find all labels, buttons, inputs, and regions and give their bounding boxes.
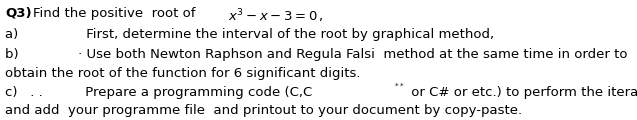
Text: Q3): Q3) (5, 7, 32, 20)
Text: obtain the root of the function for 6 significant digits.: obtain the root of the function for 6 si… (5, 67, 361, 80)
Text: b)              · Use both Newton Raphson and Regula Falsi  method at the same t: b) · Use both Newton Raphson and Regula … (5, 48, 627, 61)
Text: and add  your programme file  and printout to your document by copy-paste.: and add your programme file and printout… (5, 104, 522, 117)
Text: $x^3 - x - 3 = 0\,,$: $x^3 - x - 3 = 0\,,$ (228, 7, 324, 25)
Text: c)   . .          Prepare a programming code (C,C: c) . . Prepare a programming code (C,C (5, 86, 312, 99)
Text: a)                First, determine the interval of the root by graphical method,: a) First, determine the interval of the … (5, 28, 494, 41)
Text: Find the positive  root of: Find the positive root of (33, 7, 200, 20)
Text: or C# or etc.) to perform the iterations above: or C# or etc.) to perform the iterations… (407, 86, 637, 99)
Text: $^{**}$: $^{**}$ (394, 83, 404, 93)
